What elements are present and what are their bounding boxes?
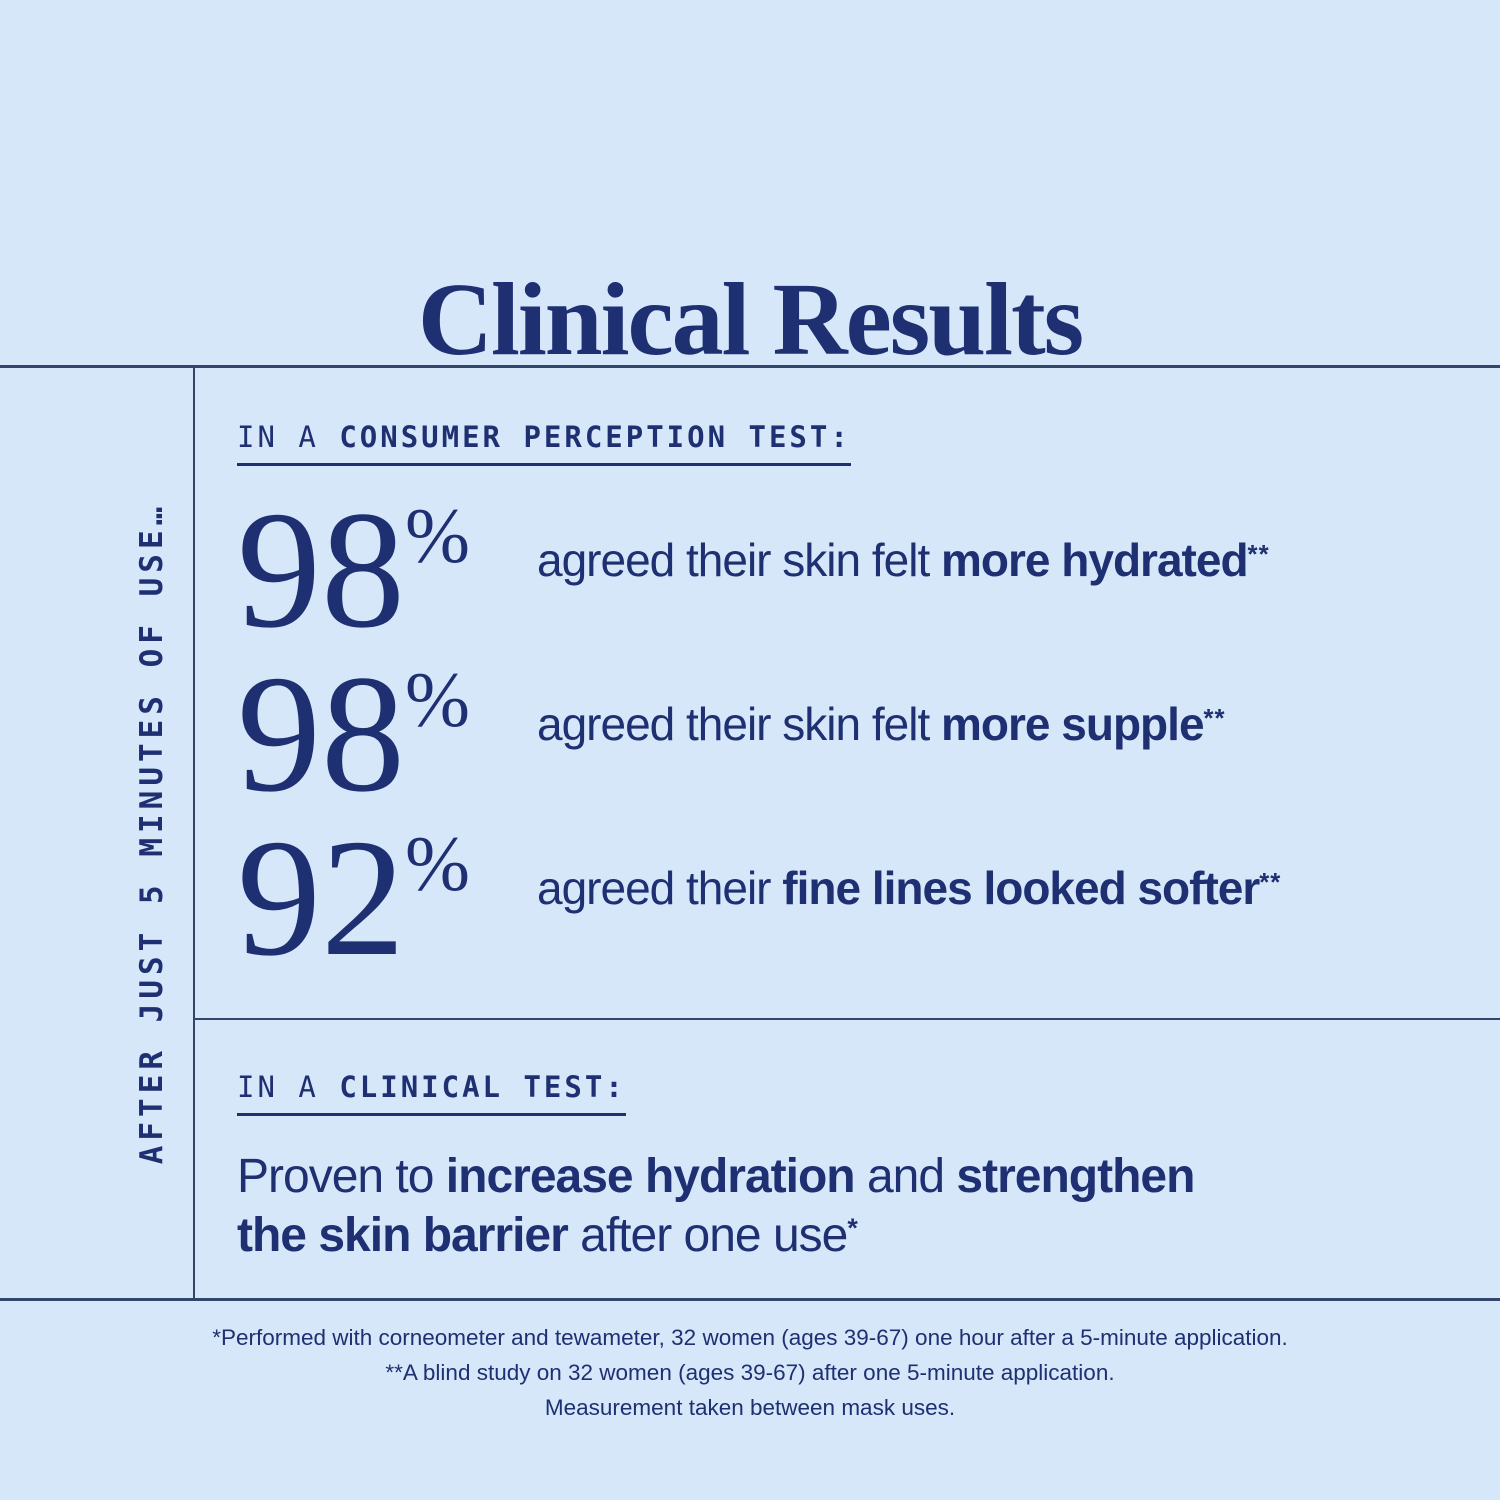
stats-list: 98% agreed their skin felt more hydrated… [237,476,1470,991]
side-rail: AFTER JUST 5 MINUTES OF USE… [0,368,195,1298]
side-label: AFTER JUST 5 MINUTES OF USE… [134,501,170,1165]
main-column: IN A CONSUMER PERCEPTION TEST: 98% agree… [195,368,1500,1298]
footnote-line: Measurement taken between mask uses. [544,1395,956,1420]
stat-percent-sign: % [405,819,470,907]
stat-text: agreed their skin felt more supple** [537,698,1226,751]
heading-prefix: IN A [237,420,340,454]
statement-bold: increase hydration [445,1150,856,1203]
stat-row: 98% agreed their skin felt more hydrated… [237,476,1470,663]
footnote-mark: * [847,1213,859,1244]
footnote-mark: ** [1203,704,1226,733]
stat-percent-sign: % [405,491,470,579]
stat-text-bold: fine lines looked softer [782,861,1260,914]
stat-value: 92% [237,804,537,991]
heading-prefix: IN A [237,1070,340,1104]
clinical-section-heading: IN A CLINICAL TEST: [237,1070,626,1116]
heading-emphasis: CONSUMER PERCEPTION TEST: [339,420,851,454]
content-box: AFTER JUST 5 MINUTES OF USE… IN A CONSUM… [0,365,1500,1301]
stat-text-regular: agreed their skin felt [537,533,942,586]
clinical-statement-line2: the skin barrier after one use* [237,1207,1470,1266]
consumer-section-heading: IN A CONSUMER PERCEPTION TEST: [237,420,851,466]
heading-emphasis: CLINICAL TEST: [339,1070,626,1104]
stat-text: agreed their fine lines looked softer** [537,862,1281,915]
statement-regular: Proven to [237,1150,446,1203]
stat-number-text: 98 [237,640,405,827]
statement-regular: and [854,1150,957,1203]
stat-text-regular: agreed their [537,861,783,914]
stat-number-text: 92 [237,804,405,991]
footnote-line: *Performed with corneometer and tewamete… [212,1325,1288,1350]
footnote-mark: ** [1259,868,1282,897]
stat-text-regular: agreed their skin felt [537,697,942,750]
stat-row: 98% agreed their skin felt more supple** [237,640,1470,827]
statement-bold: strengthen [956,1150,1195,1203]
footnote-line: **A blind study on 32 women (ages 39-67)… [385,1360,1115,1385]
statement-regular: after one use [567,1208,848,1262]
page-title: Clinical Results [417,261,1084,377]
footnote-mark: ** [1247,540,1270,569]
stat-percent-sign: % [405,655,470,743]
stat-value: 98% [237,640,537,827]
stat-text-bold: more supple [941,697,1205,750]
clinical-test-section: IN A CLINICAL TEST: Proven to increase h… [195,1020,1500,1298]
clinical-statement: Proven to increase hydration and strengt… [237,1148,1470,1265]
stat-text-bold: more hydrated [941,533,1249,586]
stat-value: 98% [237,476,537,663]
stat-text: agreed their skin felt more hydrated** [537,534,1270,587]
stat-row: 92% agreed their fine lines looked softe… [237,804,1470,991]
clinical-statement-line1: Proven to increase hydration and strengt… [237,1148,1470,1207]
footnotes: *Performed with corneometer and tewamete… [0,1320,1500,1425]
stat-number-text: 98 [237,476,405,663]
consumer-perception-section: IN A CONSUMER PERCEPTION TEST: 98% agree… [195,368,1500,1020]
statement-bold: the skin barrier [237,1208,569,1262]
